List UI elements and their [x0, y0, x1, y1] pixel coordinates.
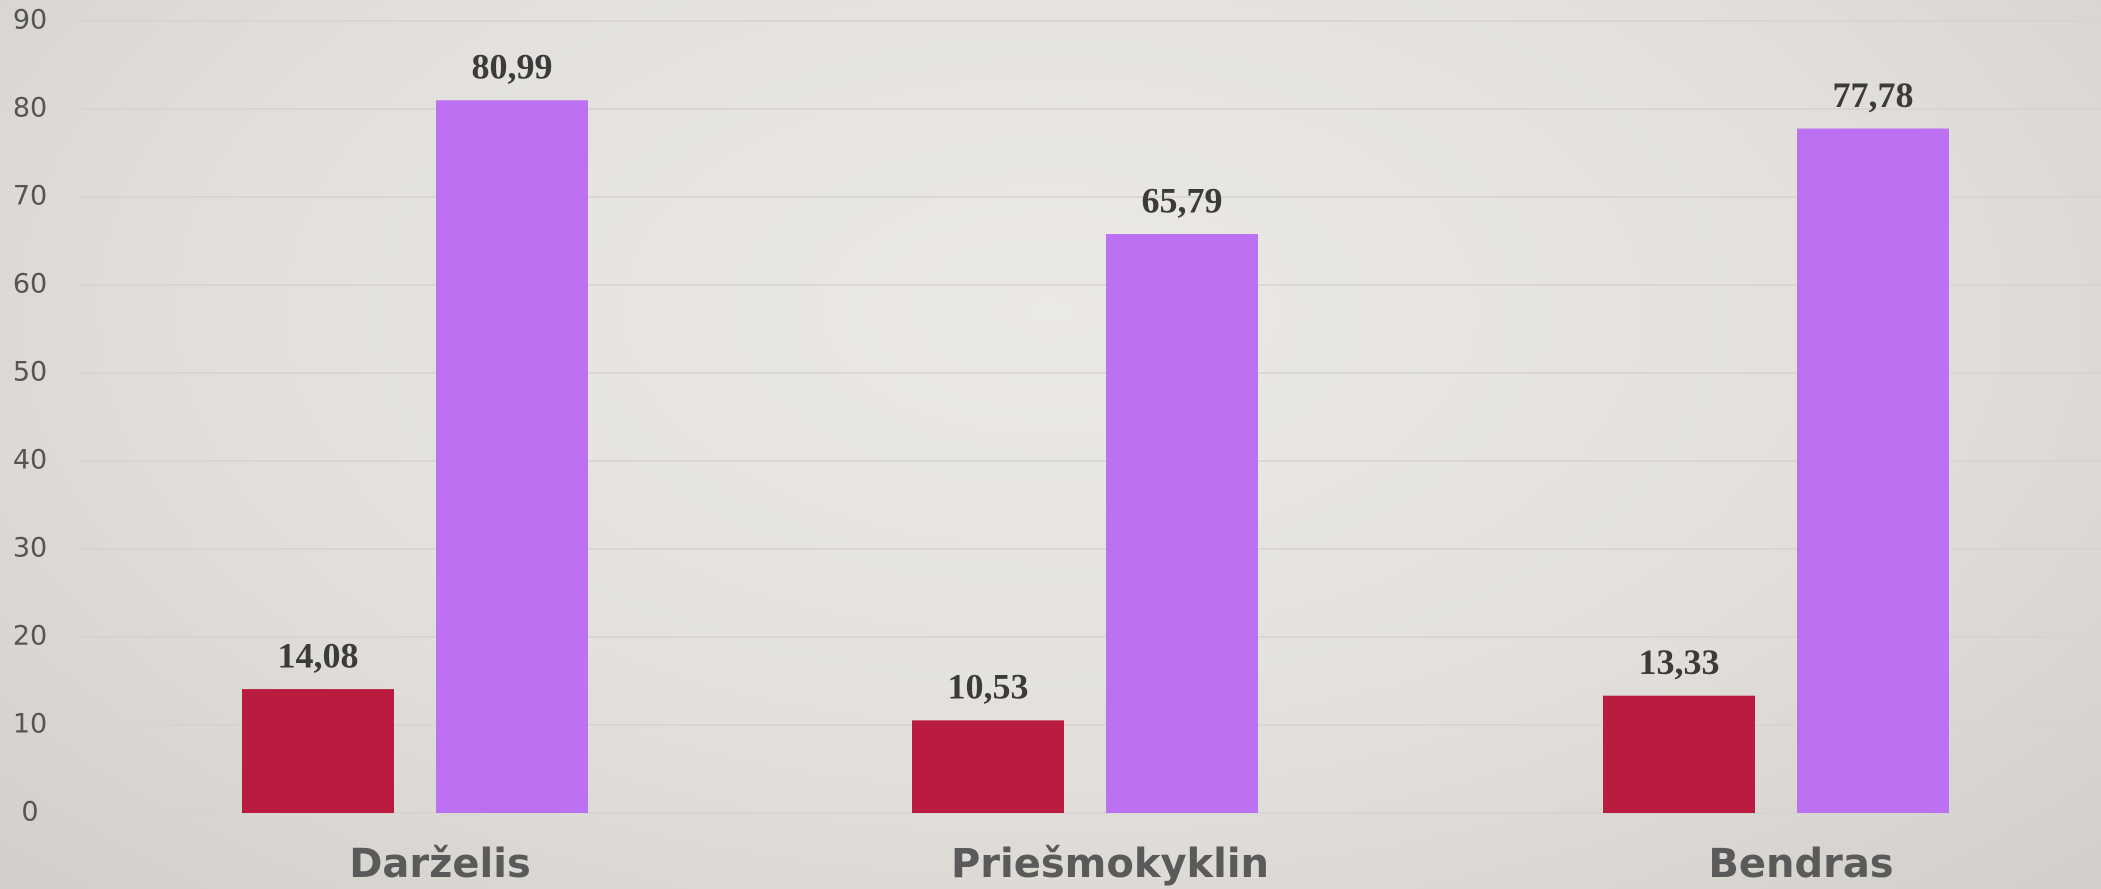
y-tick-label: 70: [13, 181, 47, 212]
data-label: 77,78: [1833, 75, 1914, 115]
data-label: 14,08: [278, 635, 359, 675]
data-label: 13,33: [1639, 642, 1720, 682]
y-tick-label: 50: [13, 357, 47, 388]
x-tick-label: Darželis: [349, 841, 531, 887]
y-tick-label: 30: [13, 533, 47, 564]
bar: [912, 720, 1064, 813]
y-tick-label: 10: [13, 709, 47, 740]
y-tick-label: 20: [13, 621, 47, 652]
data-label: 80,99: [472, 47, 553, 87]
bar: [1603, 695, 1755, 813]
y-tick-label: 80: [13, 93, 47, 124]
bar: [1797, 128, 1949, 813]
y-tick-label: 90: [13, 5, 47, 36]
x-tick-label: Priešmokyklin: [951, 841, 1269, 887]
bar: [1106, 234, 1258, 814]
data-label: 65,79: [1142, 180, 1223, 220]
x-tick-label: Bendras: [1708, 841, 1893, 887]
y-tick-label: 0: [21, 797, 38, 828]
y-tick-label: 40: [13, 445, 47, 476]
y-tick-label: 60: [13, 269, 47, 300]
data-label: 10,53: [948, 667, 1029, 707]
bar: [436, 100, 588, 813]
bar: [242, 689, 394, 813]
